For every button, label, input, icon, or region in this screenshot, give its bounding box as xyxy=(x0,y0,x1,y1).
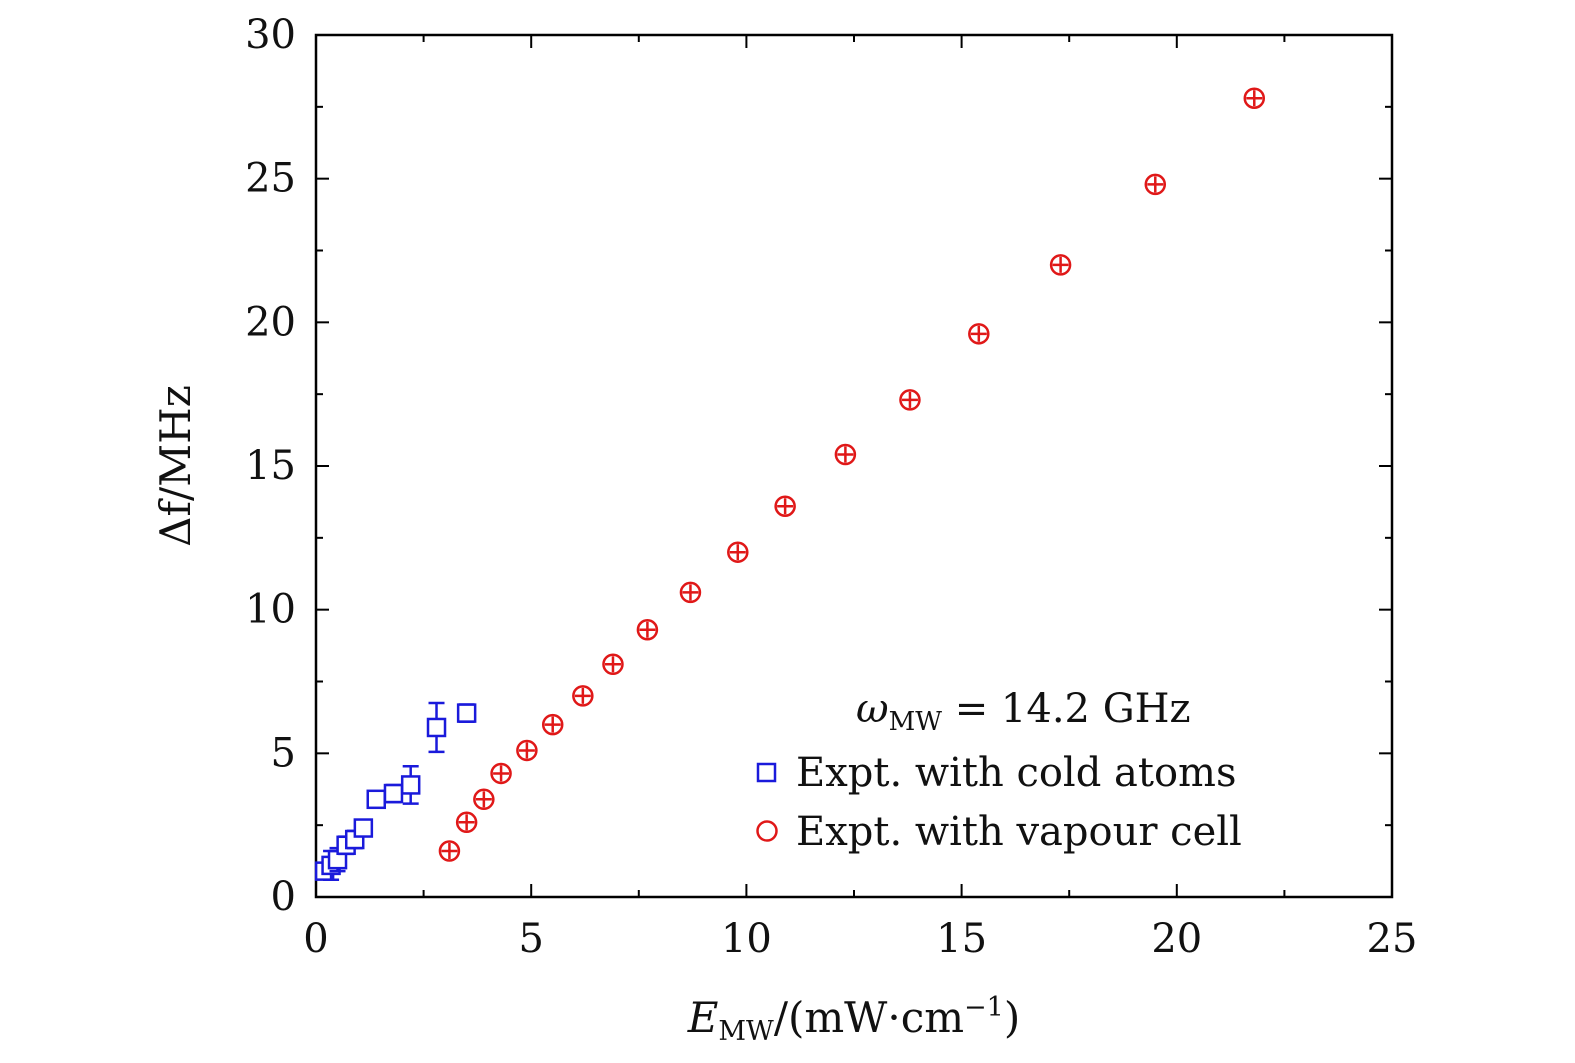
circle-point xyxy=(438,840,461,862)
x-tick-label: 10 xyxy=(721,916,772,962)
square-point xyxy=(383,783,404,804)
circle-point xyxy=(516,739,538,762)
annotation-omega: ω xyxy=(856,686,889,732)
data-points xyxy=(314,87,1266,882)
circle-point xyxy=(636,619,659,641)
x-axis-label-close: ) xyxy=(1004,993,1020,1042)
circle-point xyxy=(455,811,478,834)
x-tick-label: 5 xyxy=(518,916,543,962)
annotation-value: = 14.2 GHz xyxy=(942,686,1191,732)
annotation-subscript: MW xyxy=(889,707,943,737)
legend-label-cold-atoms: Expt. with cold atoms xyxy=(796,750,1237,796)
circle-point xyxy=(968,323,990,345)
circle-point xyxy=(679,581,702,604)
circle-point xyxy=(774,495,796,517)
square-point xyxy=(366,789,387,810)
circle-point xyxy=(490,762,512,785)
legend-label-vapour-cell: Expt. with vapour cell xyxy=(796,809,1242,855)
circle-point xyxy=(899,389,921,411)
frequency-annotation: ωMW = 14.2 GHz xyxy=(856,686,1191,737)
circle-point xyxy=(727,541,749,563)
y-tick-label: 5 xyxy=(271,730,296,776)
legend-circle-marker xyxy=(756,820,778,842)
series-circle xyxy=(438,87,1266,862)
square-point xyxy=(400,775,421,795)
x-axis-label-unit: /(mW·cm xyxy=(774,993,964,1042)
y-axis-label: Δf/MHz xyxy=(151,385,200,547)
series-square xyxy=(314,701,477,882)
square-point xyxy=(456,703,477,723)
x-axis-label-symbol: E xyxy=(687,993,719,1042)
circle-point xyxy=(541,713,564,736)
x-tick-label: 25 xyxy=(1367,916,1418,962)
axis-ticks xyxy=(315,34,1393,898)
y-tick-label: 10 xyxy=(245,587,296,633)
circle-point xyxy=(572,685,594,707)
x-tick-label: 0 xyxy=(303,916,328,962)
x-axis-label: EMW/(mW·cm−1) xyxy=(687,992,1021,1047)
legend-square-marker xyxy=(756,762,777,783)
x-axis-label-superscript: −1 xyxy=(964,992,1004,1023)
circle-point xyxy=(1049,254,1072,276)
x-tick-label: 15 xyxy=(936,916,987,962)
circle-point xyxy=(602,653,624,676)
circle-point xyxy=(1144,173,1167,196)
y-tick-label: 25 xyxy=(245,156,296,202)
y-tick-label: 15 xyxy=(245,443,296,489)
tick-labels: 0 5 10 15 20 25 0 5 10 15 20 25 30 xyxy=(245,12,1417,962)
x-tick-label: 20 xyxy=(1151,916,1202,962)
legend: Expt. with cold atoms Expt. with vapour … xyxy=(756,750,1242,855)
square-point xyxy=(426,717,447,738)
square-point xyxy=(353,818,374,838)
y-tick-label: 0 xyxy=(271,874,296,920)
y-tick-label: 20 xyxy=(245,299,296,345)
x-axis-label-subscript: MW xyxy=(718,1016,774,1047)
circle-point xyxy=(834,443,857,466)
y-tick-label: 30 xyxy=(245,12,296,58)
circle-point xyxy=(473,788,495,811)
circle-point xyxy=(1243,87,1266,109)
